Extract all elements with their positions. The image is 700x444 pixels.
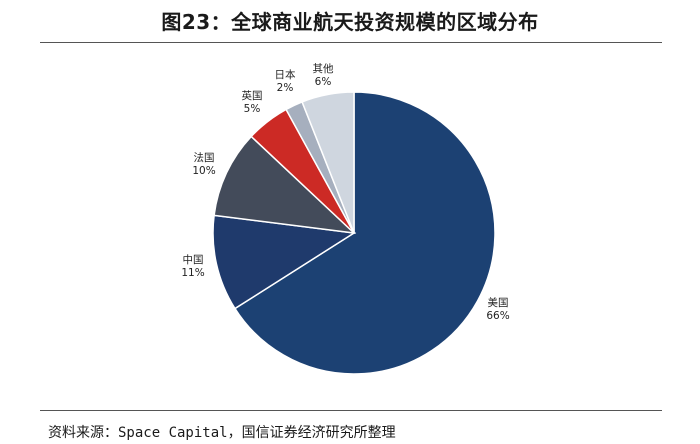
slice-label-1: 美国 xyxy=(488,296,509,309)
bottom-divider xyxy=(40,410,662,411)
slice-value-3: 10% xyxy=(192,165,215,177)
chart-title: 图23：全球商业航天投资规模的区域分布 xyxy=(161,10,539,34)
slice-label-3: 法国 xyxy=(194,151,215,164)
slice-value-5: 2% xyxy=(277,82,294,94)
pie-slices xyxy=(212,91,496,375)
pie-slice-6 xyxy=(301,91,355,234)
slice-value-6: 6% xyxy=(315,76,332,88)
source-text: Space Capital，国信证券经济研究所整理 xyxy=(118,425,396,441)
slice-label-6: 其他 xyxy=(313,62,334,75)
slice-value-2: 11% xyxy=(181,267,204,279)
slice-value-1: 66% xyxy=(486,310,509,322)
pie-slice-2 xyxy=(212,214,357,310)
source-note: 资料来源：Space Capital，国信证券经济研究所整理 xyxy=(48,422,396,442)
top-divider xyxy=(40,42,662,43)
pie-slice-3 xyxy=(213,135,357,235)
slice-label-4: 英国 xyxy=(242,89,263,102)
slice-label-2: 中国 xyxy=(183,253,204,266)
source-label: 资料来源： xyxy=(48,425,118,441)
pie-slice-1 xyxy=(233,91,496,375)
slice-value-4: 5% xyxy=(244,103,261,115)
slice-label-5: 日本 xyxy=(275,68,296,81)
